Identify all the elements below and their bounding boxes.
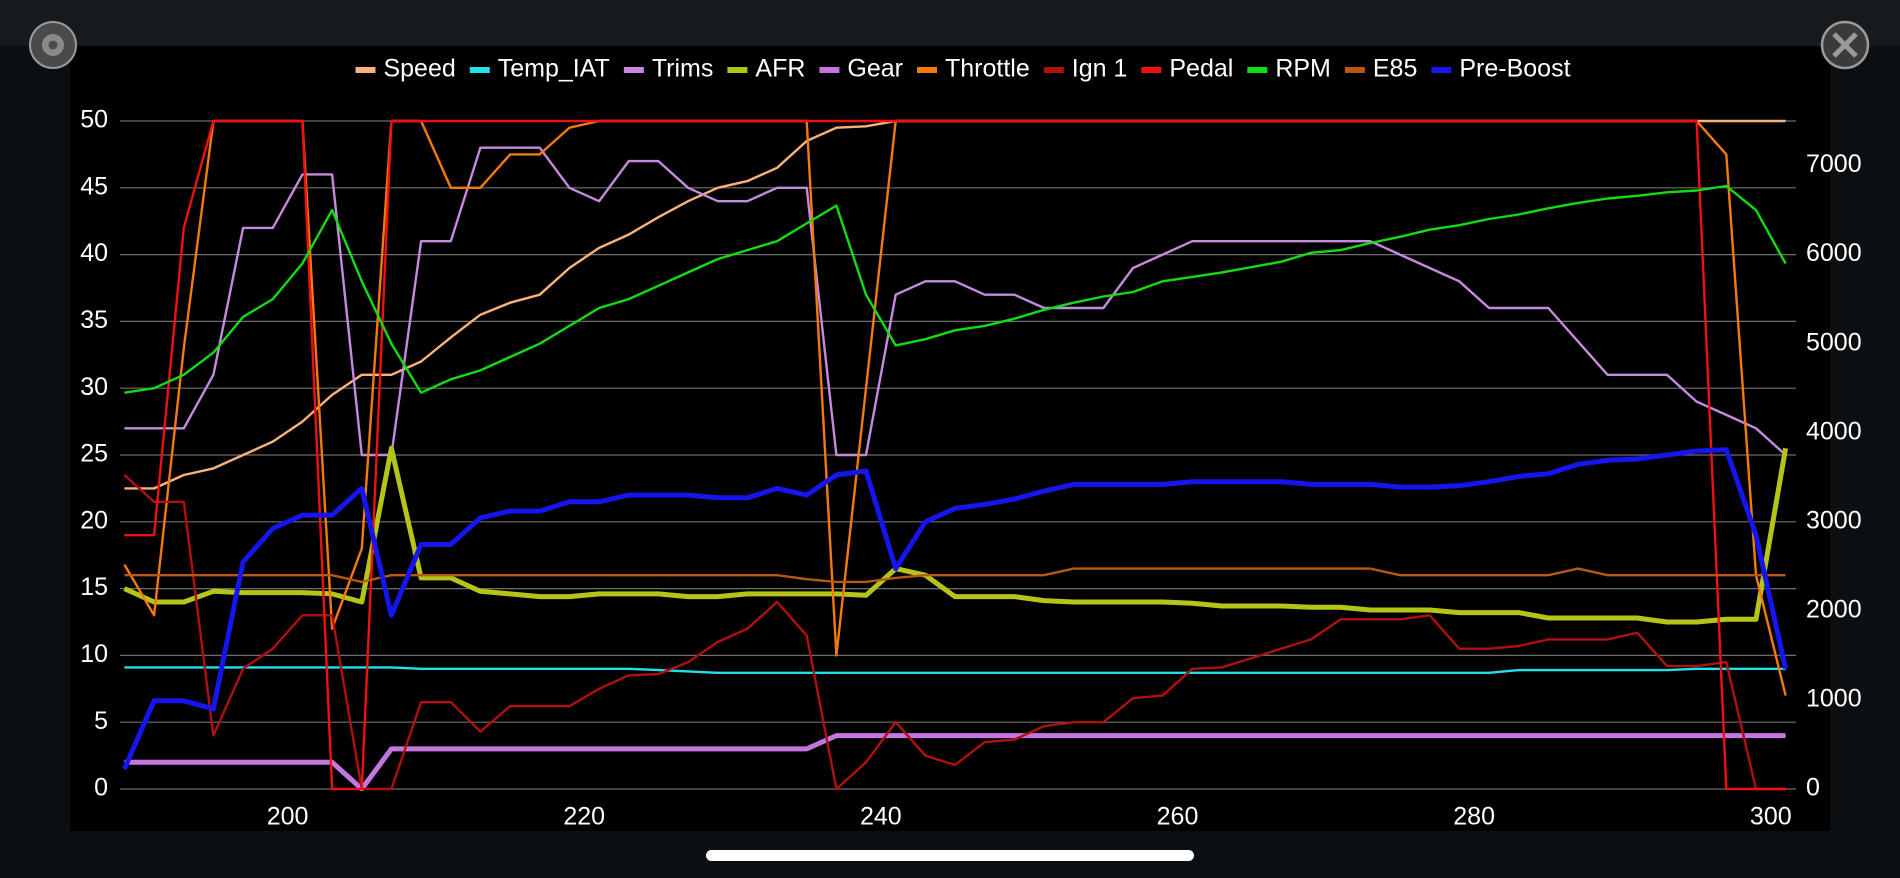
chart-panel: [70, 46, 1830, 831]
x-tick-label: 220: [563, 803, 605, 831]
legend-label: E85: [1373, 55, 1417, 83]
y2-tick-label: 7000: [1806, 150, 1862, 178]
y2-tick-label: 2000: [1806, 595, 1862, 623]
y-tick-label: 5: [94, 707, 108, 735]
y-tick-label: 15: [80, 573, 108, 601]
series-line: [124, 119, 1786, 791]
legend-label: AFR: [755, 55, 805, 83]
legend: Speed Temp_IAT Trims AFR Gear Throttle Ign 1 Pe…: [355, 55, 1571, 83]
legend-label: Pedal: [1169, 55, 1233, 83]
y2-tick-label: 3000: [1806, 506, 1862, 534]
legend-label: Gear: [847, 55, 903, 83]
series-line: [124, 567, 1786, 584]
series-line: [123, 445, 1789, 625]
series-line: [124, 184, 1787, 394]
y2-tick-label: 0: [1806, 774, 1820, 802]
y2-tick-label: 1000: [1806, 685, 1862, 713]
x-tick-label: 240: [860, 803, 902, 831]
settings-button[interactable]: [29, 21, 77, 69]
series-line: [122, 447, 1789, 770]
y-tick-label: 50: [80, 106, 108, 134]
legend-items: Speed Temp_IAT Trims AFR Gear Throttle Ign 1 Pe…: [355, 55, 1571, 83]
y2-tick-label: 6000: [1806, 239, 1862, 267]
home-indicator: [706, 850, 1194, 861]
y-tick-label: 30: [80, 373, 108, 401]
y2-tick-label: 5000: [1806, 328, 1862, 356]
legend-label: Speed: [383, 55, 455, 83]
top-bar: [0, 0, 1900, 46]
series-line: [124, 733, 1786, 791]
y-tick-label: 20: [80, 506, 108, 534]
legend-label: Ign 1: [1072, 55, 1128, 83]
legend-label: Pre-Boost: [1459, 55, 1570, 83]
legend-label: Temp_IAT: [498, 55, 610, 83]
y-tick-label: 45: [80, 172, 108, 200]
x-tick-label: 300: [1750, 803, 1792, 831]
y-tick-label: 25: [80, 440, 108, 468]
series-line: [123, 474, 1786, 791]
axes: 0 5 10 15 20 25 30 35 40 45 50 0 1000 2000 3000 4000 500…: [80, 106, 1861, 831]
y-tick-label: 35: [80, 306, 108, 334]
x-tick-label: 200: [267, 803, 309, 831]
legend-label: Throttle: [945, 55, 1030, 83]
close-icon: [1832, 32, 1858, 58]
series-line: [124, 666, 1786, 674]
close-button[interactable]: [1820, 20, 1870, 70]
y-tick-label: 10: [80, 640, 108, 668]
y-tick-label: 40: [80, 239, 108, 267]
y-tick-label: 0: [94, 774, 108, 802]
x-tick-label: 280: [1453, 803, 1495, 831]
plot-lines: [122, 119, 1789, 791]
legend-label: RPM: [1275, 55, 1331, 83]
y2-tick-label: 4000: [1806, 417, 1862, 445]
x-tick-label: 260: [1157, 803, 1199, 831]
gear-hole: [48, 40, 58, 50]
series-line: [124, 146, 1787, 457]
legend-label: Trims: [652, 55, 714, 83]
